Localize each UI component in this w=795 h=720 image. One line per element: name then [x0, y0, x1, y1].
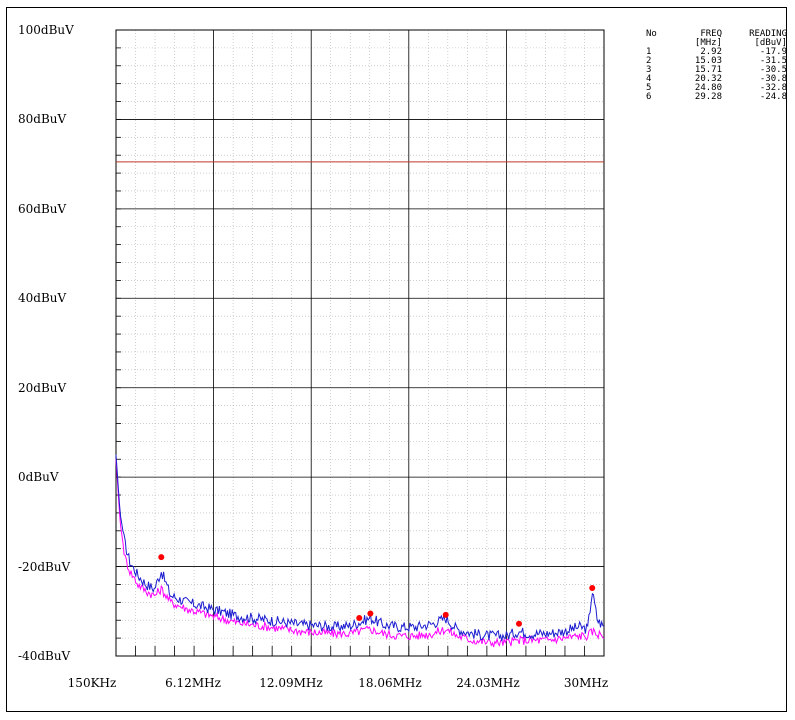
unit-freq: [MHz] [694, 38, 722, 48]
row-no: 6 [646, 92, 652, 102]
row-no: 3 [646, 65, 652, 75]
plot-area [116, 30, 604, 656]
peak-marker [589, 585, 596, 592]
peak-reading-table: No FREQ READING [MHz] [dBuV] 1 2.92 -17.… [646, 30, 787, 102]
chart-frame [6, 7, 787, 712]
x-axis-label: 12.09MHz [259, 676, 323, 690]
row-no: 1 [646, 47, 652, 57]
y-axis-label: 0dBuV [18, 470, 59, 485]
row-freq: 24.80 [694, 83, 722, 93]
table-row: 5 24.80 -32.8 [646, 84, 787, 93]
row-no: 2 [646, 56, 652, 66]
x-axis-label: 24.03MHz [456, 676, 520, 690]
row-freq: 15.71 [694, 65, 722, 75]
x-axis-label: 18.06MHz [358, 676, 422, 690]
row-no: 4 [646, 74, 652, 84]
series-line-magenta [115, 459, 605, 648]
table-row: 4 20.32 -30.8 [646, 75, 787, 84]
row-freq: 15.03 [694, 56, 722, 66]
y-axis-label: 40dBuV [18, 291, 67, 306]
plot-border [115, 29, 605, 657]
header-freq: FREQ [700, 29, 722, 39]
peak-marker [442, 611, 449, 618]
row-reading: -30.8 [759, 74, 787, 84]
peak-marker [356, 614, 363, 621]
row-reading: -32.8 [759, 83, 787, 93]
y-axis-label: -20dBuV [18, 559, 71, 574]
row-reading: -24.8 [759, 92, 787, 102]
row-reading: -31.5 [759, 56, 787, 66]
table-unit-row: [MHz] [dBuV] [646, 39, 787, 48]
row-reading: -30.5 [759, 65, 787, 75]
x-axis-label: 6.12MHz [165, 676, 221, 690]
table-row: 6 29.28 -24.8 [646, 93, 787, 102]
y-axis-label: 80dBuV [18, 112, 67, 127]
x-axis-label: 150KHz [67, 676, 117, 690]
header-reading: READING [749, 29, 787, 39]
row-reading: -17.9 [759, 47, 787, 57]
unit-reading: [dBuV] [754, 38, 787, 48]
y-axis-label: 60dBuV [18, 201, 67, 216]
series-line-blue [115, 454, 605, 642]
table-row: 2 15.03 -31.5 [646, 57, 787, 66]
x-axis-label: 30MHz [563, 676, 609, 690]
peak-marker [515, 620, 522, 627]
peak-marker [367, 610, 374, 617]
header-no: No [646, 29, 657, 39]
peak-marker [158, 554, 165, 561]
table-header-row: No FREQ READING [646, 30, 787, 39]
row-freq: 29.28 [694, 92, 722, 102]
row-no: 5 [646, 83, 652, 93]
y-axis-label: -40dBuV [18, 649, 71, 663]
y-axis-label: 100dBuV [18, 23, 74, 37]
row-freq: 20.32 [694, 74, 722, 84]
table-row: 1 2.92 -17.9 [646, 48, 787, 57]
row-freq: 2.92 [700, 47, 722, 57]
y-axis-label: 20dBuV [18, 380, 67, 395]
table-row: 3 15.71 -30.5 [646, 66, 787, 75]
